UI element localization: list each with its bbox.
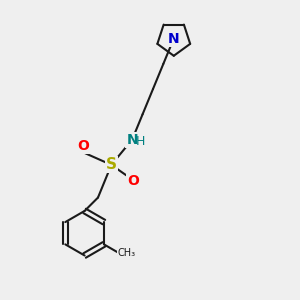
Text: S: S bbox=[106, 158, 117, 172]
Text: H: H bbox=[136, 135, 145, 148]
Text: O: O bbox=[77, 140, 89, 153]
Text: N: N bbox=[168, 32, 180, 46]
Text: CH₃: CH₃ bbox=[117, 248, 136, 257]
Text: N: N bbox=[126, 133, 138, 147]
Text: O: O bbox=[127, 174, 139, 188]
